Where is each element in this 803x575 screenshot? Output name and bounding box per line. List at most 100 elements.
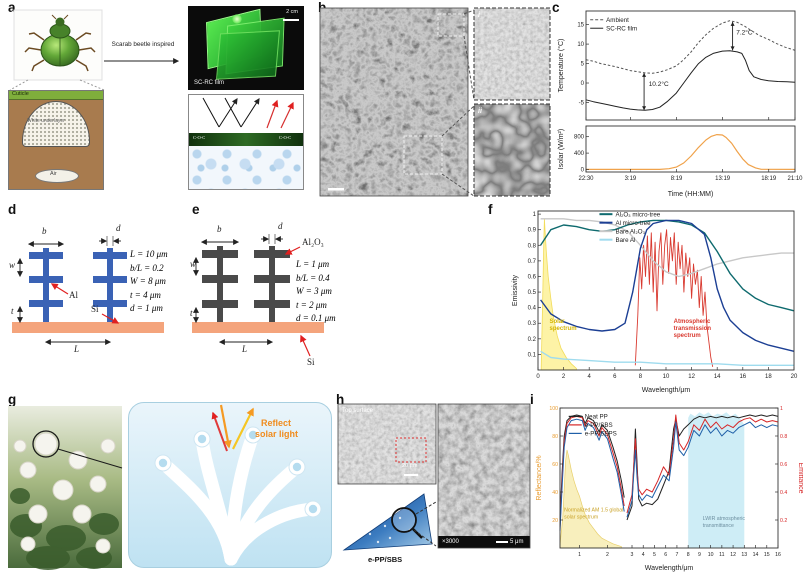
right-scale-label: 5 μm [510,539,524,545]
beetle-legs [24,32,96,72]
dim-b-label: b [42,226,47,236]
dimension-arrows [193,234,283,345]
cross-section-sem [437,403,531,549]
coc-left-label: C-O-C [193,135,206,140]
svg-text:12: 12 [688,374,695,380]
svg-text:3:19: 3:19 [625,176,637,182]
scrc-film-photo: SC-RC film 2 cm [188,6,304,90]
dim-w-label: w [190,259,197,269]
svg-text:2: 2 [606,552,609,558]
svg-text:60: 60 [552,462,558,468]
film-sheet [216,30,280,80]
svg-text:10: 10 [708,552,714,558]
svg-text:11: 11 [719,552,724,558]
svg-text:10: 10 [577,42,584,48]
sem-zoom-box-ii [403,135,443,175]
dim-d-label: d [116,223,121,233]
svg-text:Bare Al: Bare Al [615,237,635,244]
svg-text:4: 4 [642,552,645,558]
param-line: t = 4 μm [130,289,161,300]
panel-c: -5 0 5 10 15 Temperature (°C) Ambient SC-RC fil… [552,0,803,202]
svg-text:7: 7 [675,552,678,558]
svg-text:22:30: 22:30 [578,176,594,182]
scale-bar [496,541,508,543]
cuticle-green-band [9,91,103,100]
top-surface-label: Top surface [342,408,374,414]
top-surface-sem [337,403,437,485]
panel-d-label: d [8,202,17,217]
panel-e: b d w t L Al₂O₃ Si L = 1 μm b/L = 0.4 W … [190,214,364,382]
svg-text:0.9: 0.9 [528,228,537,234]
svg-text:10.2°C: 10.2°C [649,80,669,88]
svg-text:Temperature (°C): Temperature (°C) [557,39,565,93]
substrate-label: Si [307,357,315,367]
cuticle-structure-diagram: Cuticle White underlayer Air [8,90,104,190]
svg-text:5: 5 [653,552,656,558]
svg-text:15: 15 [577,23,584,29]
svg-text:8: 8 [687,552,690,558]
svg-text:15: 15 [764,552,770,558]
dim-w-label: w [9,260,16,270]
material-label: Al [69,290,78,300]
svg-text:4: 4 [588,374,592,380]
svg-text:20: 20 [791,374,798,380]
al2o3-micro-trees [202,246,290,322]
svg-text:0.8: 0.8 [528,243,537,249]
svg-text:-5: -5 [579,100,585,106]
svg-text:0.8: 0.8 [780,434,787,440]
svg-text:1: 1 [780,406,783,412]
panel-d: b d w t L Al Si L = 10 μm b/L = 0.2 W = … [6,214,190,382]
svg-text:Time (HH:MM): Time (HH:MM) [668,191,714,198]
svg-text:0: 0 [581,81,585,87]
sem-scale-bar [328,188,344,191]
fiber-zoom-illustration: Reflect solar light [128,402,332,568]
parameter-list: L = 1 μm b/L = 0.4 W = 3 μm t = 2 μm d =… [296,258,336,326]
svg-text:20: 20 [552,518,558,524]
solar-reflection-arrows [211,404,254,452]
param-line: b/L = 0.4 [296,272,330,283]
sem-inset-ii-label: ii [478,108,482,115]
magnification-label: ×3000 [442,539,459,545]
film-structure-diagram: C-O-C C-O-C [188,94,304,190]
zoom-connector-lines [9,79,105,91]
svg-text:7.2°C: 7.2°C [736,28,753,36]
al-micro-trees [29,248,127,322]
film-scale-bar [283,19,299,21]
svg-text:Ambient: Ambient [606,17,629,24]
laser-glint [232,14,242,24]
magnifier-icon [391,507,417,533]
panel-i: 20 40 60 80 100 0.2 0.4 0.6 0.8 1 1 2 3 4 5 6 7 8 9 10 11 12 1… [530,396,803,575]
material-pointer-arrows [284,246,311,357]
cotton-field-photo [8,406,123,570]
air-label: Air [50,171,57,177]
temperature-chart: -5 0 5 10 15 Temperature (°C) Ambient SC-RC fil… [557,10,796,121]
panel-c-label: c [552,0,560,15]
svg-text:Wavelength/μm: Wavelength/μm [645,565,694,572]
svg-text:9: 9 [698,552,701,558]
hollow-fibers [154,404,322,566]
reflect-label-line2: solar light [255,429,299,439]
fiber-hollow-ends [154,426,322,518]
sem-inset-i-label: i [478,12,480,19]
film-label: SC-RC film [194,79,224,86]
svg-text:Al micro-tree: Al micro-tree [615,220,651,227]
panel-i-label: i [530,392,534,407]
svg-text:5: 5 [581,62,585,68]
dimension-arrows [17,236,121,345]
membrane-speckles [368,516,412,544]
svg-text:Reflectance/%: Reflectance/% [536,455,543,500]
svg-text:0: 0 [581,168,585,174]
panel-h: Top surface 20 μm ×3000 5 μm e-PP/SBS [337,400,532,572]
panel-g-label: g [8,392,17,407]
panel-h-label: h [336,392,345,407]
cotton-bolls [13,432,116,554]
panel-g: Reflect solar light [6,400,332,572]
dim-d-label: d [278,221,283,231]
svg-text:8: 8 [639,374,643,380]
svg-text:Isolar (W/m²): Isolar (W/m²) [558,129,565,169]
svg-text:12: 12 [730,552,736,558]
svg-text:Bare Al₂O₃: Bare Al₂O₃ [615,228,645,235]
